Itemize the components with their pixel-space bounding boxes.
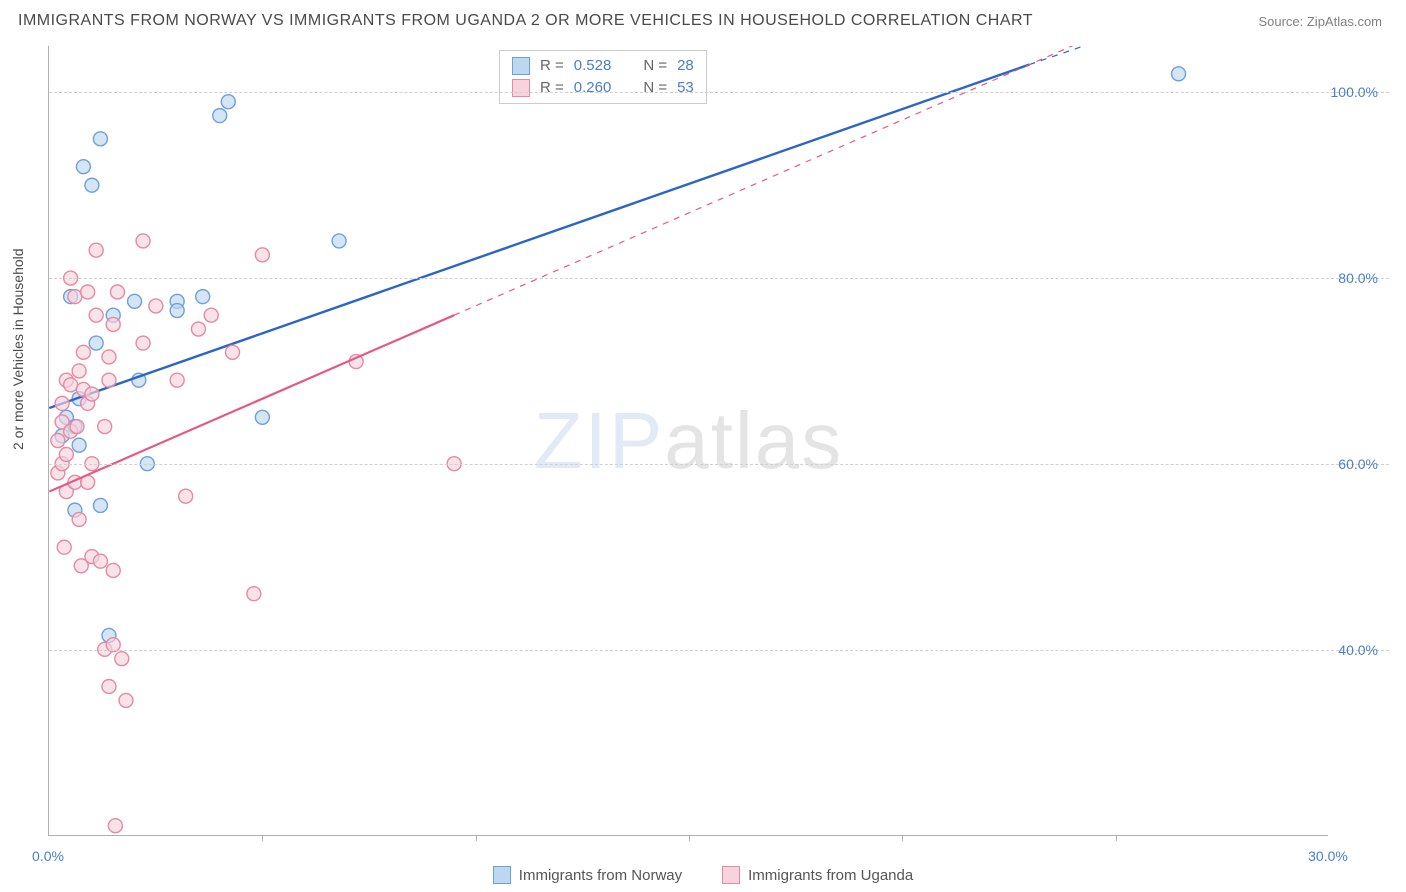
data-point [136, 336, 150, 350]
data-point [85, 178, 99, 192]
stat-n-value: 28 [677, 55, 694, 77]
source-label: Source: ZipAtlas.com [1258, 14, 1382, 29]
data-point [115, 652, 129, 666]
data-point [72, 364, 86, 378]
data-point [72, 438, 86, 452]
data-point [51, 434, 65, 448]
y-tick-label: 40.0% [1338, 642, 1378, 658]
x-tick [902, 835, 903, 841]
data-point [89, 336, 103, 350]
chart-title: IMMIGRANTS FROM NORWAY VS IMMIGRANTS FRO… [18, 12, 1033, 30]
data-point [102, 350, 116, 364]
legend-item: Immigrants from Norway [493, 866, 682, 884]
data-point [196, 290, 210, 304]
stat-n-value: 53 [677, 77, 694, 99]
x-tick [262, 835, 263, 841]
y-axis-label: 2 or more Vehicles in Household [10, 248, 26, 450]
data-point [76, 160, 90, 174]
legend-item: Immigrants from Uganda [722, 866, 913, 884]
data-point [170, 373, 184, 387]
data-point [85, 387, 99, 401]
stats-row: R = 0.528 N = 28 [512, 55, 694, 77]
data-point [106, 563, 120, 577]
y-tick-label: 80.0% [1338, 270, 1378, 286]
data-point [59, 447, 73, 461]
data-point [191, 322, 205, 336]
y-tick-label: 60.0% [1338, 456, 1378, 472]
stat-r-label: R = [540, 77, 564, 99]
data-point [93, 498, 107, 512]
data-point [179, 489, 193, 503]
data-point [255, 248, 269, 262]
legend-swatch [512, 79, 530, 97]
legend-label: Immigrants from Uganda [748, 867, 913, 884]
gridline [49, 464, 1389, 465]
data-point [226, 345, 240, 359]
data-point [89, 308, 103, 322]
data-point [247, 587, 261, 601]
stat-n-label: N = [643, 55, 667, 77]
stat-r-label: R = [540, 55, 564, 77]
stats-legend: R = 0.528 N = 28 R = 0.260 N = 53 [499, 50, 707, 104]
plot-area: ZIPatlas R = 0.528 N = 28 R = 0.260 N = … [48, 46, 1328, 836]
x-tick [476, 835, 477, 841]
x-tick-label: 30.0% [1308, 848, 1348, 864]
data-point [221, 95, 235, 109]
data-point [102, 373, 116, 387]
data-point [128, 294, 142, 308]
data-point [255, 410, 269, 424]
data-point [149, 299, 163, 313]
data-point [102, 679, 116, 693]
bottom-legend: Immigrants from Norway Immigrants from Ug… [0, 866, 1406, 884]
legend-swatch [512, 57, 530, 75]
data-point [55, 396, 69, 410]
y-tick-label: 100.0% [1331, 84, 1378, 100]
x-tick-label: 0.0% [32, 848, 64, 864]
regression-line [49, 65, 1029, 408]
legend-swatch [722, 866, 740, 884]
gridline [49, 278, 1389, 279]
regression-line-dashed [1029, 46, 1327, 65]
data-point [89, 243, 103, 257]
x-tick [1116, 835, 1117, 841]
stats-row: R = 0.260 N = 53 [512, 77, 694, 99]
gridline [49, 92, 1389, 93]
gridline [49, 650, 1389, 651]
data-point [72, 512, 86, 526]
data-point [93, 554, 107, 568]
data-point [170, 304, 184, 318]
stat-n-label: N = [643, 77, 667, 99]
data-point [108, 819, 122, 833]
stat-r-value: 0.260 [574, 77, 612, 99]
data-point [57, 540, 71, 554]
data-point [204, 308, 218, 322]
data-point [1172, 67, 1186, 81]
data-point [93, 132, 107, 146]
data-point [106, 317, 120, 331]
data-point [81, 285, 95, 299]
x-tick [689, 835, 690, 841]
data-point [119, 693, 133, 707]
data-point [68, 290, 82, 304]
data-point [98, 420, 112, 434]
data-point [110, 285, 124, 299]
stat-r-value: 0.528 [574, 55, 612, 77]
data-point [76, 345, 90, 359]
data-point [332, 234, 346, 248]
data-point [213, 109, 227, 123]
chart-svg [49, 46, 1328, 835]
data-point [64, 378, 78, 392]
legend-swatch [493, 866, 511, 884]
legend-label: Immigrants from Norway [519, 867, 682, 884]
data-point [70, 420, 84, 434]
data-point [136, 234, 150, 248]
